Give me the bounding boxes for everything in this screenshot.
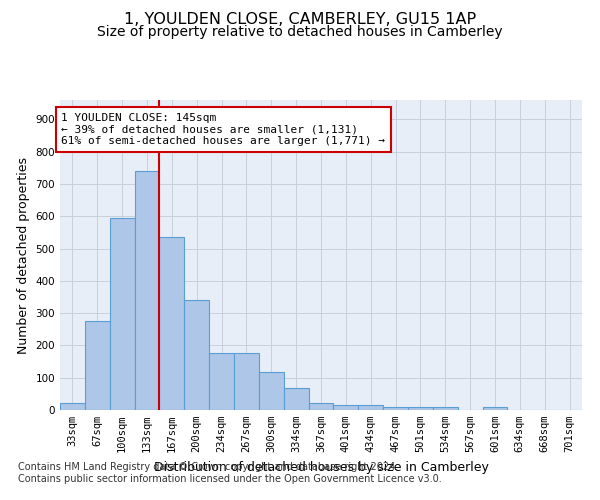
Bar (408, 407, 433, 410)
Bar (60, 403, 85, 410)
Bar (383, 407, 408, 410)
Bar (209, 352, 234, 410)
Bar (482, 408, 508, 410)
Bar (433, 407, 458, 410)
Bar (358, 406, 383, 410)
Bar (234, 352, 259, 410)
Text: 1, YOULDEN CLOSE, CAMBERLEY, GU15 1AP: 1, YOULDEN CLOSE, CAMBERLEY, GU15 1AP (124, 12, 476, 28)
Text: 1 YOULDEN CLOSE: 145sqm
← 39% of detached houses are smaller (1,131)
61% of semi: 1 YOULDEN CLOSE: 145sqm ← 39% of detache… (61, 113, 385, 146)
Bar (259, 372, 284, 410)
Text: Size of property relative to detached houses in Camberley: Size of property relative to detached ho… (97, 25, 503, 39)
Bar (134, 171, 160, 410)
Text: Contains HM Land Registry data © Crown copyright and database right 2024.: Contains HM Land Registry data © Crown c… (18, 462, 398, 472)
X-axis label: Distribution of detached houses by size in Camberley: Distribution of detached houses by size … (154, 460, 488, 473)
Y-axis label: Number of detached properties: Number of detached properties (17, 156, 30, 354)
Bar (110, 218, 134, 410)
Bar (85, 321, 110, 410)
Bar (284, 388, 308, 410)
Text: Contains public sector information licensed under the Open Government Licence v3: Contains public sector information licen… (18, 474, 442, 484)
Bar (308, 403, 334, 410)
Bar (334, 406, 358, 410)
Bar (184, 300, 209, 410)
Bar (160, 237, 184, 410)
